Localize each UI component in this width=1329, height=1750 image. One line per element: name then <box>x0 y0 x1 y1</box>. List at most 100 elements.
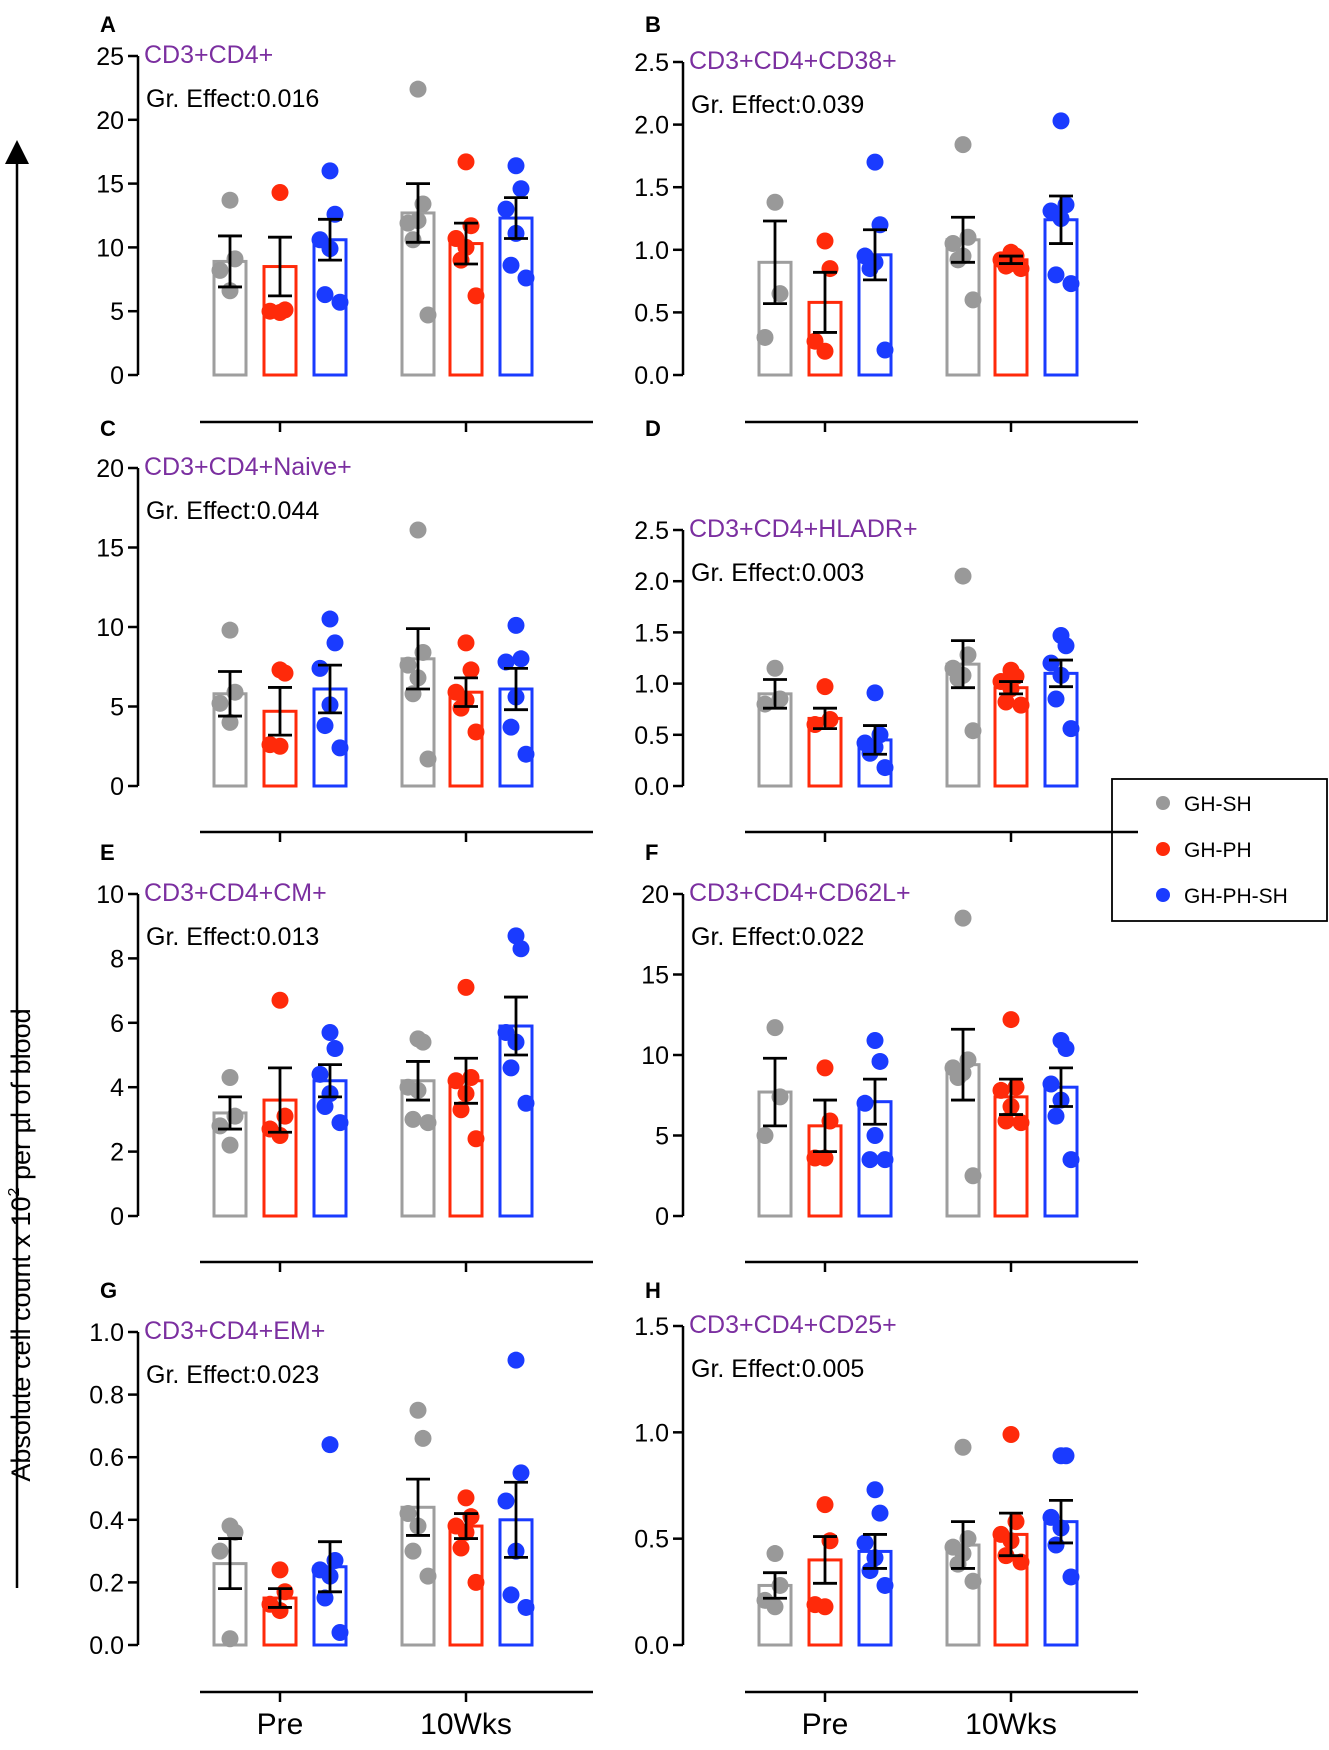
y-tick-label: 5 <box>110 694 124 722</box>
y-tick-label: 10 <box>96 234 124 262</box>
data-point-gh-ph-sh <box>1062 275 1080 293</box>
data-point-gh-sh <box>954 1438 972 1456</box>
y-axis-arrow-head <box>5 140 29 164</box>
y-tick-label: 1.0 <box>634 1419 669 1447</box>
y-tick-label: 2.5 <box>634 49 669 77</box>
data-point-gh-ph-sh <box>507 927 525 945</box>
y-tick-label: 2 <box>110 1139 124 1167</box>
data-point-gh-ph-sh <box>517 745 535 763</box>
data-point-gh-ph-sh <box>512 1464 530 1482</box>
data-point-gh-ph-sh <box>331 293 349 311</box>
group-effect-label: Gr. Effect:0.005 <box>691 1355 864 1383</box>
data-point-gh-ph-sh <box>331 739 349 757</box>
x-category-label: Pre <box>257 1708 304 1741</box>
group-effect-label: Gr. Effect:0.044 <box>146 497 319 525</box>
data-point-gh-sh <box>756 328 774 346</box>
data-point-gh-ph-sh <box>866 1127 884 1144</box>
data-point-gh-ph <box>467 723 485 741</box>
data-point-gh-ph <box>271 737 289 755</box>
data-point-gh-sh <box>964 1167 982 1185</box>
panel-g: G 0.0 0.2 0.4 0.6 0.8 1.0 CD3+CD4+EM+ Gr. Effect… <box>89 1278 593 1741</box>
y-tick-label: 2.0 <box>634 112 669 140</box>
data-point-gh-ph-sh <box>866 1032 884 1050</box>
data-point-gh-ph <box>457 1489 475 1507</box>
data-point-gh-ph <box>806 716 824 734</box>
data-point-gh-ph-sh <box>316 1589 334 1607</box>
data-point-gh-ph <box>816 678 834 696</box>
y-tick-label: 20 <box>641 881 669 909</box>
data-point-gh-ph-sh <box>876 1151 894 1169</box>
y-axis-title-superscript: 2 <box>6 1187 23 1196</box>
panel-letter: H <box>645 1278 661 1303</box>
data-point-gh-ph <box>1012 1114 1030 1132</box>
data-point-gh-ph <box>1002 1011 1020 1029</box>
y-tick-label: 1.0 <box>89 1319 124 1347</box>
data-point-gh-ph-sh <box>331 1623 349 1641</box>
data-point-gh-ph-sh <box>1052 112 1070 130</box>
data-point-gh-sh <box>399 1505 417 1523</box>
y-tick-label: 0.0 <box>634 362 669 390</box>
y-tick-label: 5 <box>655 1123 669 1151</box>
data-point-gh-ph-sh <box>1042 1075 1060 1093</box>
data-point-gh-ph-sh <box>856 1534 874 1552</box>
panel-title: CD3+CD4+CM+ <box>144 879 327 907</box>
data-point-gh-ph-sh <box>497 200 515 218</box>
panel-title: CD3+CD4+CD62L+ <box>689 879 911 907</box>
data-point-gh-ph-sh <box>517 1598 535 1616</box>
y-tick-label: 8 <box>110 945 124 973</box>
panel-h: H 0.0 0.5 1.0 1.5 CD3+CD4+CD25+ Gr. Effect:0.0… <box>634 1278 1138 1741</box>
y-tick-label: 10 <box>641 1042 669 1070</box>
y-tick-label: 2.0 <box>634 568 669 596</box>
data-point-gh-ph <box>1002 1425 1020 1443</box>
data-point-gh-sh <box>964 1572 982 1590</box>
panel-a: A 0 5 10 15 20 25 CD3+CD4+ Gr. Effect:0.016 <box>96 12 593 432</box>
data-point-gh-sh <box>404 1542 422 1560</box>
data-point-gh-ph-sh <box>876 341 894 359</box>
legend-marker-gh-ph-sh <box>1156 888 1170 902</box>
data-point-gh-ph-sh <box>866 153 884 171</box>
data-point-gh-sh <box>964 722 982 740</box>
data-point-gh-sh <box>221 1069 239 1087</box>
panel-letter: B <box>645 12 661 37</box>
panel-letter: A <box>100 12 116 37</box>
data-point-gh-sh <box>414 1033 432 1051</box>
y-tick-label: 4 <box>110 1074 124 1102</box>
legend-label-gh-ph: GH-PH <box>1184 839 1252 862</box>
data-point-gh-sh <box>964 291 982 309</box>
data-point-gh-ph-sh <box>1057 637 1075 655</box>
x-category-label: 10Wks <box>965 1708 1057 1741</box>
data-point-gh-ph-sh <box>311 659 329 677</box>
group-effect-label: Gr. Effect:0.003 <box>691 559 864 587</box>
data-point-gh-sh <box>944 235 962 253</box>
y-tick-label: 0.0 <box>634 773 669 801</box>
y-tick-label: 1.5 <box>634 1313 669 1341</box>
data-point-gh-ph-sh <box>316 717 334 735</box>
data-point-gh-sh <box>226 1523 244 1541</box>
data-point-gh-sh <box>409 521 427 539</box>
panel-b: B 0.0 0.5 1.0 1.5 2.0 2.5 CD3+CD4+CD38+ Gr. Effe… <box>634 12 1138 432</box>
data-point-gh-sh <box>954 136 972 154</box>
panel-letter: D <box>645 416 661 441</box>
data-point-gh-ph-sh <box>512 180 530 198</box>
data-point-gh-sh <box>399 656 417 674</box>
data-point-gh-ph <box>462 661 480 679</box>
y-tick-label: 10 <box>96 881 124 909</box>
data-point-gh-ph-sh <box>861 1151 879 1169</box>
data-point-gh-sh <box>221 1136 239 1154</box>
data-point-gh-ph-sh <box>1057 1447 1075 1465</box>
group-effect-label: Gr. Effect:0.013 <box>146 923 319 951</box>
group-effect-label: Gr. Effect:0.023 <box>146 1361 319 1389</box>
y-tick-label: 0.5 <box>634 722 669 750</box>
data-point-gh-ph <box>457 978 475 996</box>
data-point-gh-ph-sh <box>316 1098 334 1116</box>
y-axis-title-main: Absolute cell count x 10 <box>6 1196 36 1481</box>
data-point-gh-ph-sh <box>871 1052 889 1070</box>
data-point-gh-sh <box>766 1019 784 1037</box>
data-point-gh-sh <box>419 306 437 324</box>
data-point-gh-sh <box>766 193 784 211</box>
y-tick-label: 5 <box>110 298 124 326</box>
data-point-gh-ph <box>271 1561 289 1579</box>
data-point-gh-ph-sh <box>1062 720 1080 738</box>
legend-marker-gh-ph <box>1156 842 1170 856</box>
